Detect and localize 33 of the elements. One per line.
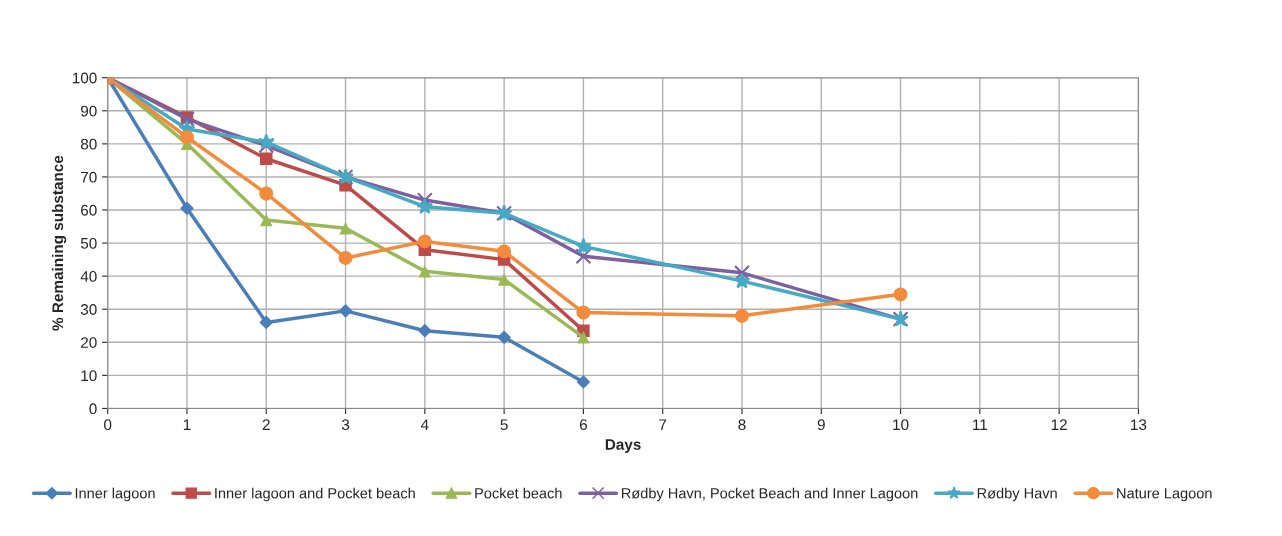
x-tick-label: 11	[973, 419, 988, 430]
y-tick-label: 100	[72, 72, 97, 84]
legend-label: Rødby Havn	[977, 487, 1057, 502]
x-tick-label: 7	[659, 419, 667, 430]
x-tick-label: 0	[104, 419, 112, 431]
x-tick-label: 10	[893, 419, 909, 431]
y-tick-label: 10	[81, 370, 97, 382]
y-tick-label: 0	[89, 403, 97, 415]
legend-label: Inner lagoon	[75, 487, 155, 502]
x-tick-label: 12	[1051, 419, 1067, 430]
x-tick-label: 13	[1131, 419, 1147, 431]
x-tick-label: 9	[817, 419, 825, 431]
x-tick-label: 6	[579, 419, 587, 431]
y-tick-label: 20	[81, 337, 97, 348]
y-tick-label: 60	[81, 204, 97, 216]
x-tick-label: 2	[262, 419, 270, 430]
legend-label: Pocket beach	[475, 487, 562, 499]
legend-label: Nature Lagoon	[1117, 488, 1212, 502]
x-tick-label: 4	[420, 419, 429, 430]
y-axis-title: % Remaining substance	[51, 155, 67, 331]
y-tick-label: 70	[81, 171, 97, 183]
y-tick-label: 80	[80, 138, 97, 150]
x-tick-label: 5	[500, 419, 508, 431]
y-tick-label: 50	[80, 237, 97, 249]
legend-label: Rødby Havn, Pocket Beach and Inner Lagoon	[621, 487, 918, 502]
y-tick-label: 90	[81, 105, 97, 117]
y-tick-label: 30	[80, 304, 97, 315]
x-tick-label: 3	[341, 419, 350, 431]
x-tick-label: 8	[738, 419, 746, 431]
x-tick-label: 1	[183, 419, 191, 430]
x-axis-title: Days	[605, 439, 641, 453]
y-tick-label: 40	[80, 271, 97, 282]
legend-label: Inner lagoon and Pocket beach	[215, 487, 415, 502]
